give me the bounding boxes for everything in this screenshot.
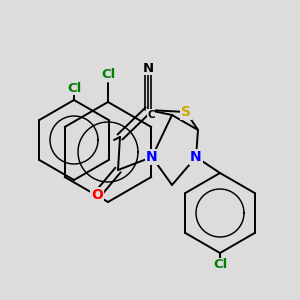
Text: N: N: [190, 150, 202, 164]
Text: C: C: [147, 110, 155, 120]
Text: Cl: Cl: [213, 259, 227, 272]
Text: Cl: Cl: [101, 68, 115, 82]
Text: N: N: [142, 61, 154, 74]
Text: S: S: [181, 105, 191, 119]
Text: O: O: [91, 188, 103, 202]
Text: Cl: Cl: [67, 82, 81, 94]
Text: N: N: [146, 150, 158, 164]
